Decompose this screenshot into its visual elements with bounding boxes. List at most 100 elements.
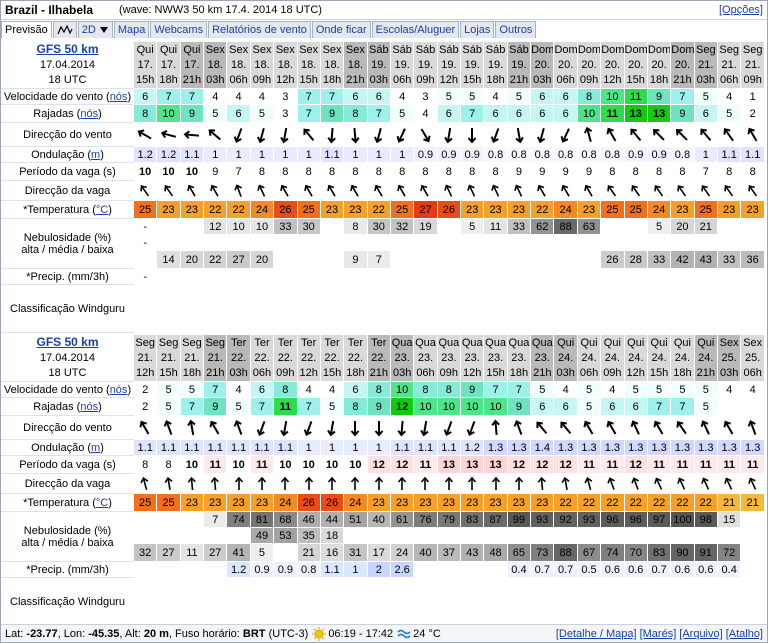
arrow-head bbox=[700, 184, 708, 191]
arrow-body bbox=[350, 184, 360, 197]
arrow-head bbox=[747, 127, 755, 134]
wind-cell: 5 bbox=[646, 381, 672, 398]
rating-cell bbox=[693, 284, 718, 333]
temperature-cell: 22 bbox=[553, 493, 578, 512]
tab[interactable]: Outros bbox=[495, 21, 537, 38]
time-header: Seg 21. 18h bbox=[179, 334, 205, 382]
time-header: Dom 20. 06h bbox=[553, 41, 578, 89]
day-date: 23. bbox=[464, 351, 480, 364]
day-name: Sáb bbox=[509, 43, 529, 56]
tab[interactable]: Escolas/Aluguer bbox=[371, 21, 460, 38]
day-date: 24. bbox=[604, 351, 621, 364]
arrow-shaft bbox=[398, 127, 406, 141]
wave-dir-cell bbox=[132, 473, 158, 494]
arrow-body bbox=[257, 476, 267, 490]
hour: 06h bbox=[252, 366, 272, 379]
time-header: Ter 22. 06h bbox=[249, 334, 275, 382]
day-date: 20. bbox=[604, 58, 621, 71]
unit-link[interactable]: nós bbox=[109, 90, 128, 103]
wind-cell: 1 bbox=[740, 88, 765, 105]
tab-label: Webcams bbox=[154, 24, 204, 36]
unit-link[interactable]: nós bbox=[80, 400, 99, 413]
temperature-row: *Temperatura (°C) 25 23 23 22 22 24 26 25 23 23 22 2… bbox=[1, 200, 765, 219]
model-link-wrap: GFS 50 km bbox=[3, 335, 133, 352]
arrow-head bbox=[466, 428, 475, 436]
wind-dir-cell bbox=[249, 415, 275, 440]
options-link[interactable]: [Opções] bbox=[718, 4, 763, 16]
gusts-cell: 9 bbox=[203, 397, 228, 416]
cloud-cell bbox=[273, 543, 298, 562]
rating-cell bbox=[530, 284, 555, 333]
day-name: Qua bbox=[438, 336, 460, 349]
swell-cell: 1.1 bbox=[389, 439, 415, 456]
tab[interactable]: 2D bbox=[77, 21, 113, 38]
unit-link[interactable]: m bbox=[91, 148, 101, 161]
row-label: Rajadas (nós) bbox=[1, 104, 134, 123]
arrow-head bbox=[607, 184, 615, 191]
water-waves bbox=[397, 629, 411, 639]
tab[interactable] bbox=[52, 21, 77, 38]
direction-arrow bbox=[304, 476, 313, 490]
time-header: Sex 18. 09h bbox=[249, 41, 275, 89]
temperature-cell: 24 bbox=[273, 493, 298, 512]
model-link[interactable]: GFS 50 km bbox=[36, 335, 99, 350]
wind-dir-cell bbox=[132, 122, 158, 147]
cloud-cell: 33 bbox=[273, 218, 298, 235]
tab[interactable]: Mapa bbox=[113, 21, 150, 38]
precip-cell bbox=[436, 561, 462, 578]
unit-link[interactable]: °C bbox=[95, 203, 109, 216]
arrow-shaft bbox=[305, 420, 313, 434]
cloud-cell: 32 bbox=[389, 218, 415, 235]
gusts-cell: 7 bbox=[296, 397, 321, 416]
rating-cell bbox=[132, 284, 158, 333]
cloud-cell bbox=[530, 527, 555, 544]
wave-dir-cell bbox=[530, 473, 555, 494]
precip-cell bbox=[156, 268, 181, 285]
day-date: 23. bbox=[394, 351, 410, 364]
tab[interactable]: Lojas bbox=[460, 21, 495, 38]
direction-arrow bbox=[537, 127, 546, 143]
tab-label: Escolas/Aluguer bbox=[375, 24, 456, 36]
arrow-head bbox=[491, 419, 500, 426]
arrow-shaft bbox=[537, 422, 548, 434]
cloud-cell bbox=[203, 234, 228, 251]
wind-dir-cell bbox=[646, 122, 672, 147]
tab[interactable]: Onde ficar bbox=[311, 21, 371, 38]
tab[interactable]: Webcams bbox=[150, 21, 208, 38]
swell-cell: 1.1 bbox=[413, 439, 438, 456]
footer-link[interactable]: [Atalho] bbox=[725, 628, 763, 640]
gusts-cell: 6 bbox=[530, 104, 555, 123]
arrow-shaft bbox=[702, 478, 710, 490]
precip-cell bbox=[179, 561, 205, 578]
tab[interactable]: Relatórios de vento bbox=[208, 21, 311, 38]
graph-icon bbox=[57, 24, 73, 35]
gusts-cell: 10 bbox=[156, 104, 181, 123]
model-link[interactable]: GFS 50 km bbox=[36, 42, 99, 57]
swell-cell: 1.3 bbox=[576, 439, 602, 456]
wind-cell: 5 bbox=[576, 381, 602, 398]
wave-dir-cell bbox=[319, 473, 345, 494]
tab[interactable]: Previsão bbox=[1, 21, 52, 38]
footer-link[interactable]: [Marés] bbox=[639, 628, 677, 640]
time-header: Dom 20. 09h bbox=[576, 41, 602, 89]
wind-dir-cell bbox=[693, 122, 718, 147]
unit-link[interactable]: °C bbox=[95, 496, 109, 509]
unit-link[interactable]: nós bbox=[109, 383, 128, 396]
day-name: Dom bbox=[624, 43, 648, 56]
hour: 03h bbox=[369, 73, 388, 86]
unit-link[interactable]: m bbox=[91, 441, 101, 454]
footer-link[interactable]: [Detalhe / Mapa] bbox=[555, 628, 637, 640]
arrow-shaft bbox=[282, 185, 290, 197]
arrow-body bbox=[281, 476, 290, 490]
day-date: 24. bbox=[628, 351, 644, 364]
temperature-row: *Temperatura (°C) 25 25 23 23 23 23 24 26 26 24 23 2… bbox=[1, 493, 765, 512]
unit-link[interactable]: nós bbox=[80, 107, 99, 120]
direction-arrow bbox=[490, 127, 499, 143]
footer-link[interactable]: [Arquivo] bbox=[679, 628, 723, 640]
rating-cell bbox=[623, 284, 648, 333]
precip-cell bbox=[203, 561, 228, 578]
cloud-cell: 18 bbox=[319, 527, 345, 544]
direction-arrow bbox=[233, 183, 242, 197]
cloud-cell bbox=[600, 234, 625, 251]
arrow-head bbox=[351, 429, 360, 437]
